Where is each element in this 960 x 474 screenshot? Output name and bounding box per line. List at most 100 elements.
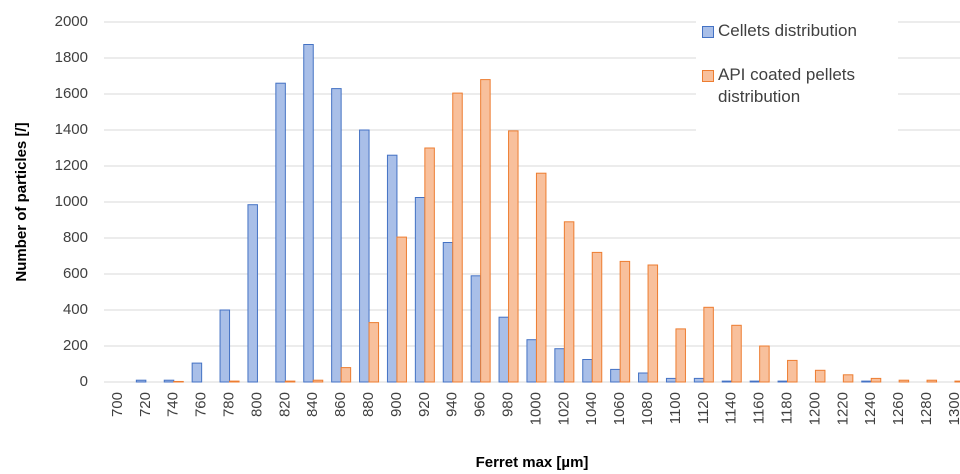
bar — [247, 204, 258, 383]
y-tick-label: 1000 — [55, 193, 88, 210]
bar — [526, 339, 537, 383]
legend-label: Cellets distribution — [718, 21, 857, 40]
bar — [759, 345, 770, 383]
y-tick-label: 1800 — [55, 49, 88, 66]
bar — [563, 221, 575, 383]
x-tick-label: 720 — [137, 392, 154, 417]
x-tick-label: 740 — [165, 392, 182, 417]
legend-swatch — [702, 70, 714, 82]
bar — [638, 372, 649, 383]
bar — [303, 44, 314, 383]
bar — [480, 79, 491, 383]
x-tick-label: 920 — [416, 392, 433, 417]
bar — [163, 379, 175, 383]
x-tick-label: 1040 — [583, 392, 600, 425]
x-tick-label: 1100 — [667, 392, 684, 424]
bar — [396, 236, 407, 383]
bar — [721, 380, 733, 383]
x-tick-label: 1240 — [862, 392, 879, 425]
x-tick-label: 780 — [221, 392, 238, 417]
x-tick-label: 700 — [109, 392, 126, 417]
y-tick-label: 2000 — [55, 13, 88, 30]
bar — [647, 264, 659, 383]
bar — [610, 368, 621, 383]
x-tick-label: 1120 — [695, 392, 712, 424]
x-tick-label: 1080 — [639, 392, 656, 425]
bar — [814, 369, 826, 383]
bar — [554, 348, 565, 383]
bar — [229, 380, 240, 383]
x-axis-label: Ferret max [µm] — [476, 454, 589, 471]
bar — [926, 379, 938, 383]
bar — [861, 380, 872, 383]
bar — [693, 377, 705, 383]
y-tick-label: 800 — [63, 229, 88, 246]
bar — [135, 379, 147, 383]
bar — [312, 379, 324, 383]
x-tick-label: 1180 — [779, 392, 796, 424]
bar — [954, 380, 960, 383]
x-tick-label: 980 — [500, 392, 517, 417]
bar — [582, 359, 593, 383]
bar — [470, 275, 482, 383]
y-axis-label: Number of particles [/] — [13, 122, 30, 281]
y-tick-label: 1200 — [55, 157, 88, 174]
x-tick-label: 940 — [444, 392, 461, 417]
bar — [359, 129, 370, 383]
bar — [731, 324, 742, 383]
x-tick-label: 1280 — [918, 392, 935, 425]
bar — [275, 82, 286, 383]
bar — [535, 172, 547, 383]
legend: Cellets distribution API coated pellets d… — [696, 18, 898, 132]
bar — [191, 362, 203, 383]
bar — [870, 377, 882, 383]
x-tick-label: 760 — [193, 392, 210, 417]
bar — [842, 374, 854, 383]
bar — [898, 379, 910, 383]
x-tick-label: 1200 — [806, 392, 823, 425]
x-tick-label: 1160 — [751, 392, 768, 424]
bar — [777, 380, 789, 383]
x-tick-label: 820 — [276, 392, 293, 417]
bar — [424, 147, 435, 383]
x-tick-label: 840 — [304, 392, 321, 417]
legend-entry: Cellets distribution — [702, 20, 892, 42]
y-tick-label: 400 — [63, 301, 88, 318]
bar — [414, 197, 426, 383]
legend-swatch — [702, 26, 714, 38]
bar — [340, 367, 352, 383]
x-tick-label: 1000 — [527, 392, 544, 425]
x-tick-label: 800 — [248, 392, 265, 417]
bar — [619, 260, 631, 383]
bar — [173, 380, 184, 383]
x-tick-label: 1060 — [611, 392, 628, 425]
legend-entry: API coated pellets distribution — [702, 64, 892, 108]
bar — [386, 154, 398, 383]
x-tick-label: 1260 — [890, 392, 907, 425]
bar — [368, 322, 380, 383]
y-tick-label: 0 — [80, 373, 88, 390]
bar — [665, 377, 677, 383]
x-tick-label: 1220 — [834, 392, 851, 425]
x-tick-label: 960 — [472, 392, 489, 417]
bar — [284, 380, 296, 383]
y-tick-label: 200 — [63, 337, 88, 354]
bar — [498, 316, 510, 383]
y-tick-label: 600 — [63, 265, 88, 282]
y-tick-label: 1600 — [55, 85, 88, 102]
bar — [452, 92, 463, 383]
x-tick-label: 1140 — [723, 392, 740, 424]
bar — [675, 328, 686, 383]
bar — [703, 306, 714, 383]
bar — [749, 380, 761, 383]
bar — [331, 88, 342, 383]
x-tick-label: 860 — [332, 392, 349, 417]
bar — [591, 251, 603, 383]
x-tick-label: 880 — [360, 392, 377, 417]
bar — [508, 130, 519, 383]
y-tick-label: 1400 — [55, 121, 88, 138]
bar — [442, 242, 454, 383]
x-tick-label: 1020 — [555, 392, 572, 425]
